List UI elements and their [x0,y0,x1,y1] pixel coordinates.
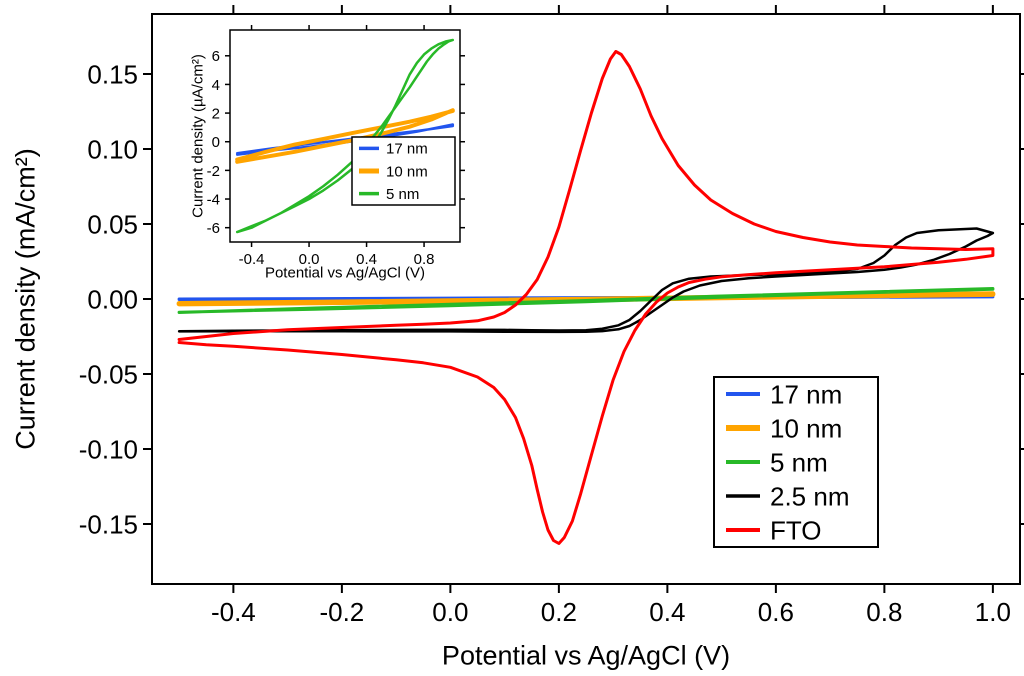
main-x-tick-label: 0.8 [866,597,902,627]
inset-y-axis-title: Current density (µA/cm²) [189,54,207,218]
inset-y-tick-label: 4 [212,77,220,94]
main-x-axis-title: Potential vs Ag/AgCl (V) [441,640,731,671]
main-x-tick-label: 0.6 [758,597,794,627]
inset-y-tick-label: 2 [212,105,220,122]
main-legend-label: 17 nm [770,379,842,409]
inset-y-tick-label: 0 [212,134,220,151]
inset-x-tick-label: 0.0 [299,251,320,268]
main-x-tick-label: 0.0 [432,597,468,627]
main-y-tick-label: 0.00 [87,284,138,314]
main-y-tick-label: -0.05 [79,359,138,389]
main-y-axis-title: Current density (mA/cm²) [10,148,41,450]
inset-legend-label: 5 nm [386,186,419,203]
main-y-tick-label: 0.10 [87,134,138,164]
main-plot: -0.4 -0.2 0.0 0.2 0.4 0.6 0.8 1.0 -0.15 -0.10 -0.0… [79,5,1024,627]
main-legend-label: 2.5 nm [770,481,850,511]
main-series-2.5-nm [177,227,995,334]
inset-x-tick-label: 0.8 [414,251,435,268]
inset-legend-label: 10 nm [386,163,428,180]
main-x-tick-label: 1.0 [975,597,1011,627]
main-legend-label: FTO [770,515,822,545]
inset-y-tick-label: -4 [207,191,220,208]
inset-x-axis-title: Potential vs Ag/AgCl (V) [264,264,426,282]
main-x-tick-label: 0.2 [541,597,577,627]
inset-x-tick-label: -0.4 [239,251,265,268]
inset-series-5-nm [235,38,455,234]
main-y-tick-label: -0.10 [79,434,138,464]
inset-y-tick-label: -6 [207,220,220,237]
main-legend-box [713,376,879,548]
main-legend-label: 5 nm [770,447,828,477]
inset-y-tick-label: -2 [207,163,220,180]
main-series-10-nm [176,291,996,307]
inset-y-tick-label: 6 [212,48,220,65]
inset-plot: -0.4 0.0 0.4 0.8 -6 -4 -2 0 2 4 6 17 nm 10 nm 5 nm [207,25,465,268]
main-x-tick-label: -0.4 [211,597,256,627]
inset-legend-label: 17 nm [386,141,428,158]
main-x-tick-label: 0.4 [649,597,685,627]
main-y-tick-label: -0.15 [79,509,138,539]
main-x-tick-label: -0.2 [319,597,364,627]
main-y-tick-label: 0.15 [87,59,138,89]
inset-series-10-nm [235,108,455,164]
inset-x-tick-label: 0.4 [356,251,377,268]
main-legend-label: 10 nm [770,413,842,443]
main-series-FTO [177,50,995,545]
main-y-tick-label: 0.05 [87,209,138,239]
main-series-5-nm [177,287,995,314]
